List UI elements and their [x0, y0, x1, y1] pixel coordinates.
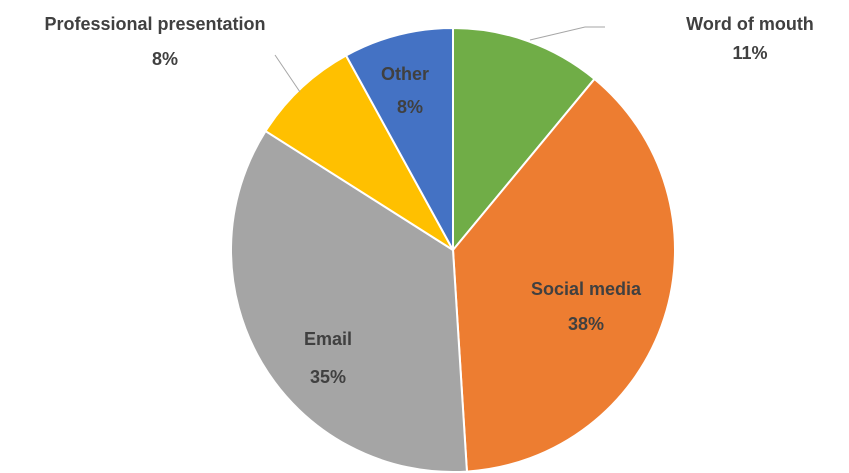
- slice-label: Social media: [531, 279, 642, 299]
- slice-label: Email: [304, 329, 352, 349]
- slice-value-label: 8%: [152, 49, 178, 69]
- pie-slice: [452, 26, 596, 253]
- pie-slice: [264, 54, 454, 251]
- slice-label: Word of mouth: [686, 14, 814, 34]
- slice-label: Professional presentation: [44, 14, 265, 34]
- slice-value-label: 11%: [732, 43, 767, 63]
- slice-value-label: 8%: [397, 97, 423, 117]
- slice-label: Other: [381, 64, 429, 84]
- leader-line: [274, 54, 301, 93]
- leader-line: [529, 26, 605, 41]
- pie-slice: [230, 129, 468, 473]
- slice-value-label: 38%: [568, 314, 604, 334]
- slice-value-label: 35%: [310, 367, 346, 387]
- pie-slice: [344, 26, 454, 251]
- pie-slice: [451, 77, 676, 473]
